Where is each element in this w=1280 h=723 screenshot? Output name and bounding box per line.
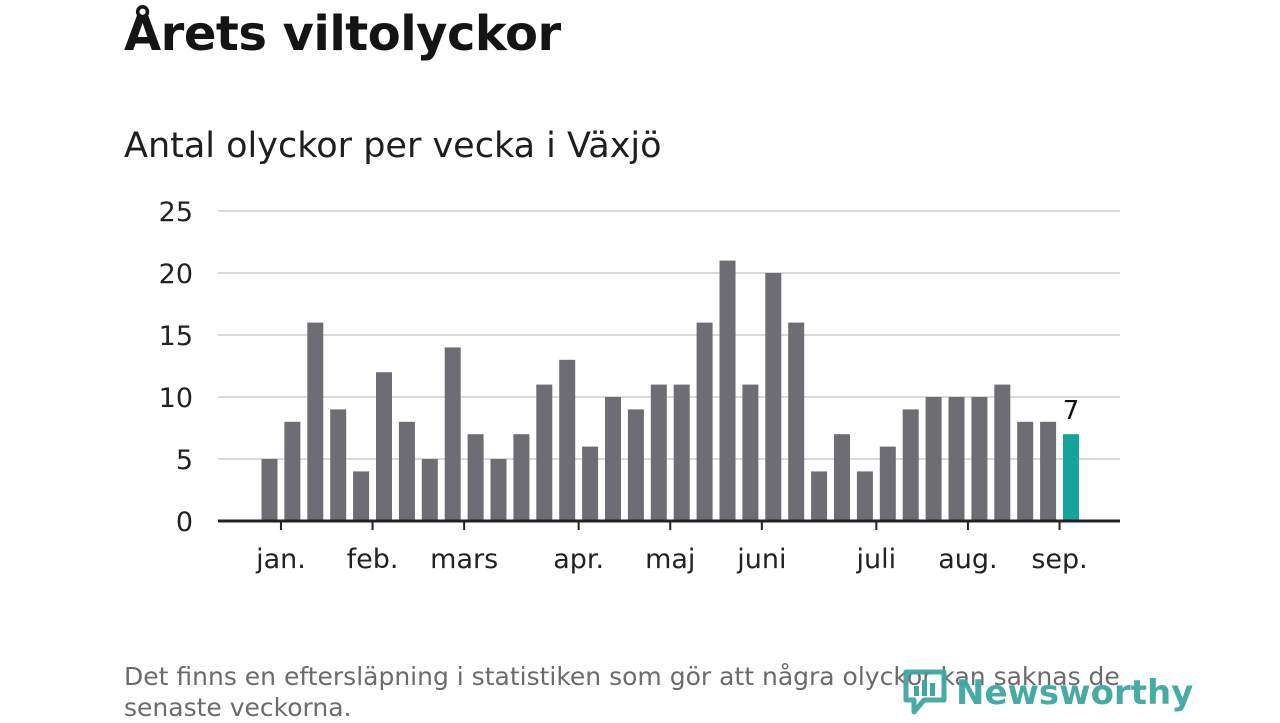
bar (559, 359, 576, 521)
bar (467, 434, 484, 521)
y-tick-label: 15 (159, 321, 193, 352)
y-tick-label: 5 (176, 445, 193, 476)
x-tick-label: aug. (938, 544, 997, 575)
y-tick-label: 0 (176, 507, 193, 538)
y-tick-label: 10 (159, 383, 193, 414)
data-label: 7 (1063, 396, 1080, 426)
newsworthy-logo: Newsworthy (902, 668, 1193, 718)
bar (353, 471, 370, 521)
newsworthy-logo-icon (902, 666, 948, 720)
bar (307, 322, 324, 521)
x-tick-label: juli (856, 544, 897, 575)
bar (925, 397, 942, 521)
bar-chart: 0 5 10 15 20 25 7 jan. feb. mars apr. maj juni juli au… (159, 197, 1120, 575)
bar (650, 384, 667, 521)
bar (856, 471, 873, 521)
bar (994, 384, 1011, 521)
bar (398, 421, 415, 521)
x-tick-label: maj (645, 544, 695, 575)
x-tick-label: juni (736, 544, 786, 575)
bar (513, 434, 530, 521)
bar (879, 446, 896, 521)
bar (421, 459, 438, 521)
bar (811, 471, 828, 521)
bar (719, 260, 736, 521)
x-tick-label: apr. (553, 544, 604, 575)
highlight-bar (1063, 434, 1079, 521)
bar (444, 347, 461, 521)
x-tick-label: jan. (255, 544, 306, 575)
y-tick-label: 25 (159, 197, 193, 228)
bar (902, 409, 919, 521)
bar (834, 434, 850, 521)
newsworthy-logo-text: Newsworthy (956, 673, 1194, 713)
bar (284, 421, 301, 521)
bar (1017, 421, 1034, 521)
bar (765, 273, 782, 521)
bar (605, 397, 621, 521)
bar (948, 397, 965, 521)
bar (330, 409, 347, 521)
x-tick-label: feb. (347, 544, 399, 575)
bar (536, 384, 553, 521)
bar (696, 322, 713, 521)
footnote: Det finns en eftersläpning i statistiken… (124, 662, 1120, 722)
bar (971, 397, 988, 521)
bar (376, 372, 392, 521)
x-tick-label: sep. (1031, 544, 1087, 575)
chart-title: Årets viltolyckor (124, 6, 561, 62)
y-tick-label: 20 (159, 259, 193, 290)
bar (582, 446, 599, 521)
bar (673, 384, 690, 521)
bar (490, 459, 507, 521)
bar (627, 409, 644, 521)
chart-subtitle: Antal olyckor per vecka i Växjö (124, 126, 662, 166)
bar (788, 322, 805, 521)
bar (261, 459, 278, 521)
bar (1040, 421, 1057, 521)
bar (742, 384, 759, 521)
x-tick-label: mars (430, 544, 498, 575)
